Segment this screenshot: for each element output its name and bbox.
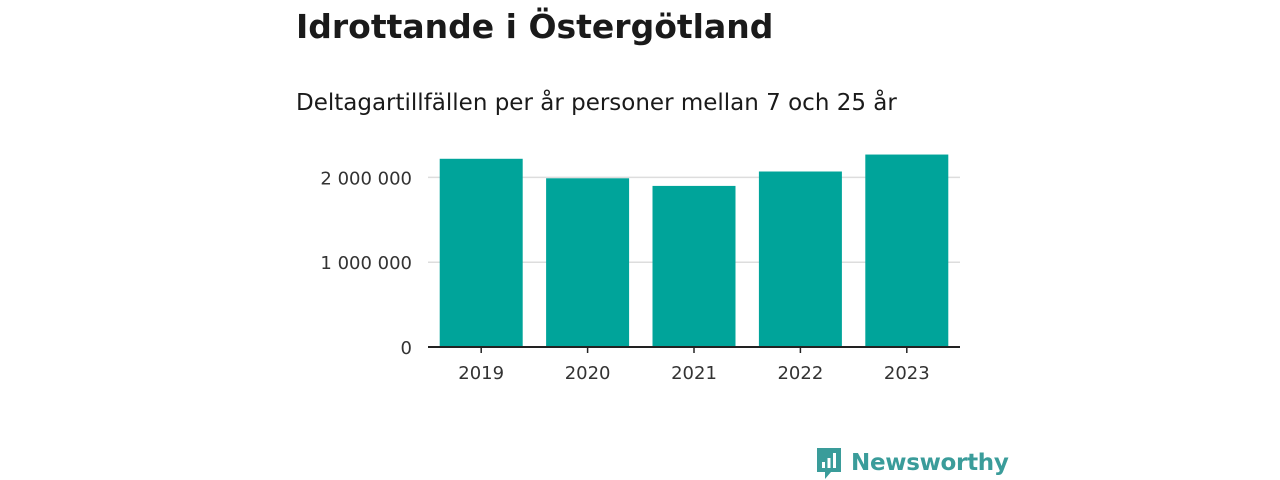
newsworthy-logo-icon bbox=[817, 448, 841, 479]
bar-2021 bbox=[652, 185, 736, 347]
x-tick-label: 2019 bbox=[458, 363, 504, 384]
chart-subtitle: Deltagartillfällen per år personer mella… bbox=[296, 90, 897, 116]
bar-2022 bbox=[758, 171, 842, 347]
bar-2019 bbox=[439, 158, 523, 347]
y-tick-label: 2 000 000 bbox=[320, 168, 412, 189]
x-tick-label: 2020 bbox=[565, 363, 611, 384]
y-tick-label: 0 bbox=[401, 338, 412, 359]
y-tick-label: 1 000 000 bbox=[320, 253, 412, 274]
chart-title: Idrottande i Östergötland bbox=[296, 7, 774, 46]
x-tick-label: 2023 bbox=[884, 363, 930, 384]
x-tick-label: 2022 bbox=[777, 363, 823, 384]
bar-2020 bbox=[546, 178, 630, 347]
brand-name: Newsworthy bbox=[851, 450, 1009, 476]
x-tick-label: 2021 bbox=[671, 363, 717, 384]
newsworthy-brand: Newsworthy bbox=[815, 446, 1009, 480]
bar-2023 bbox=[865, 154, 949, 347]
